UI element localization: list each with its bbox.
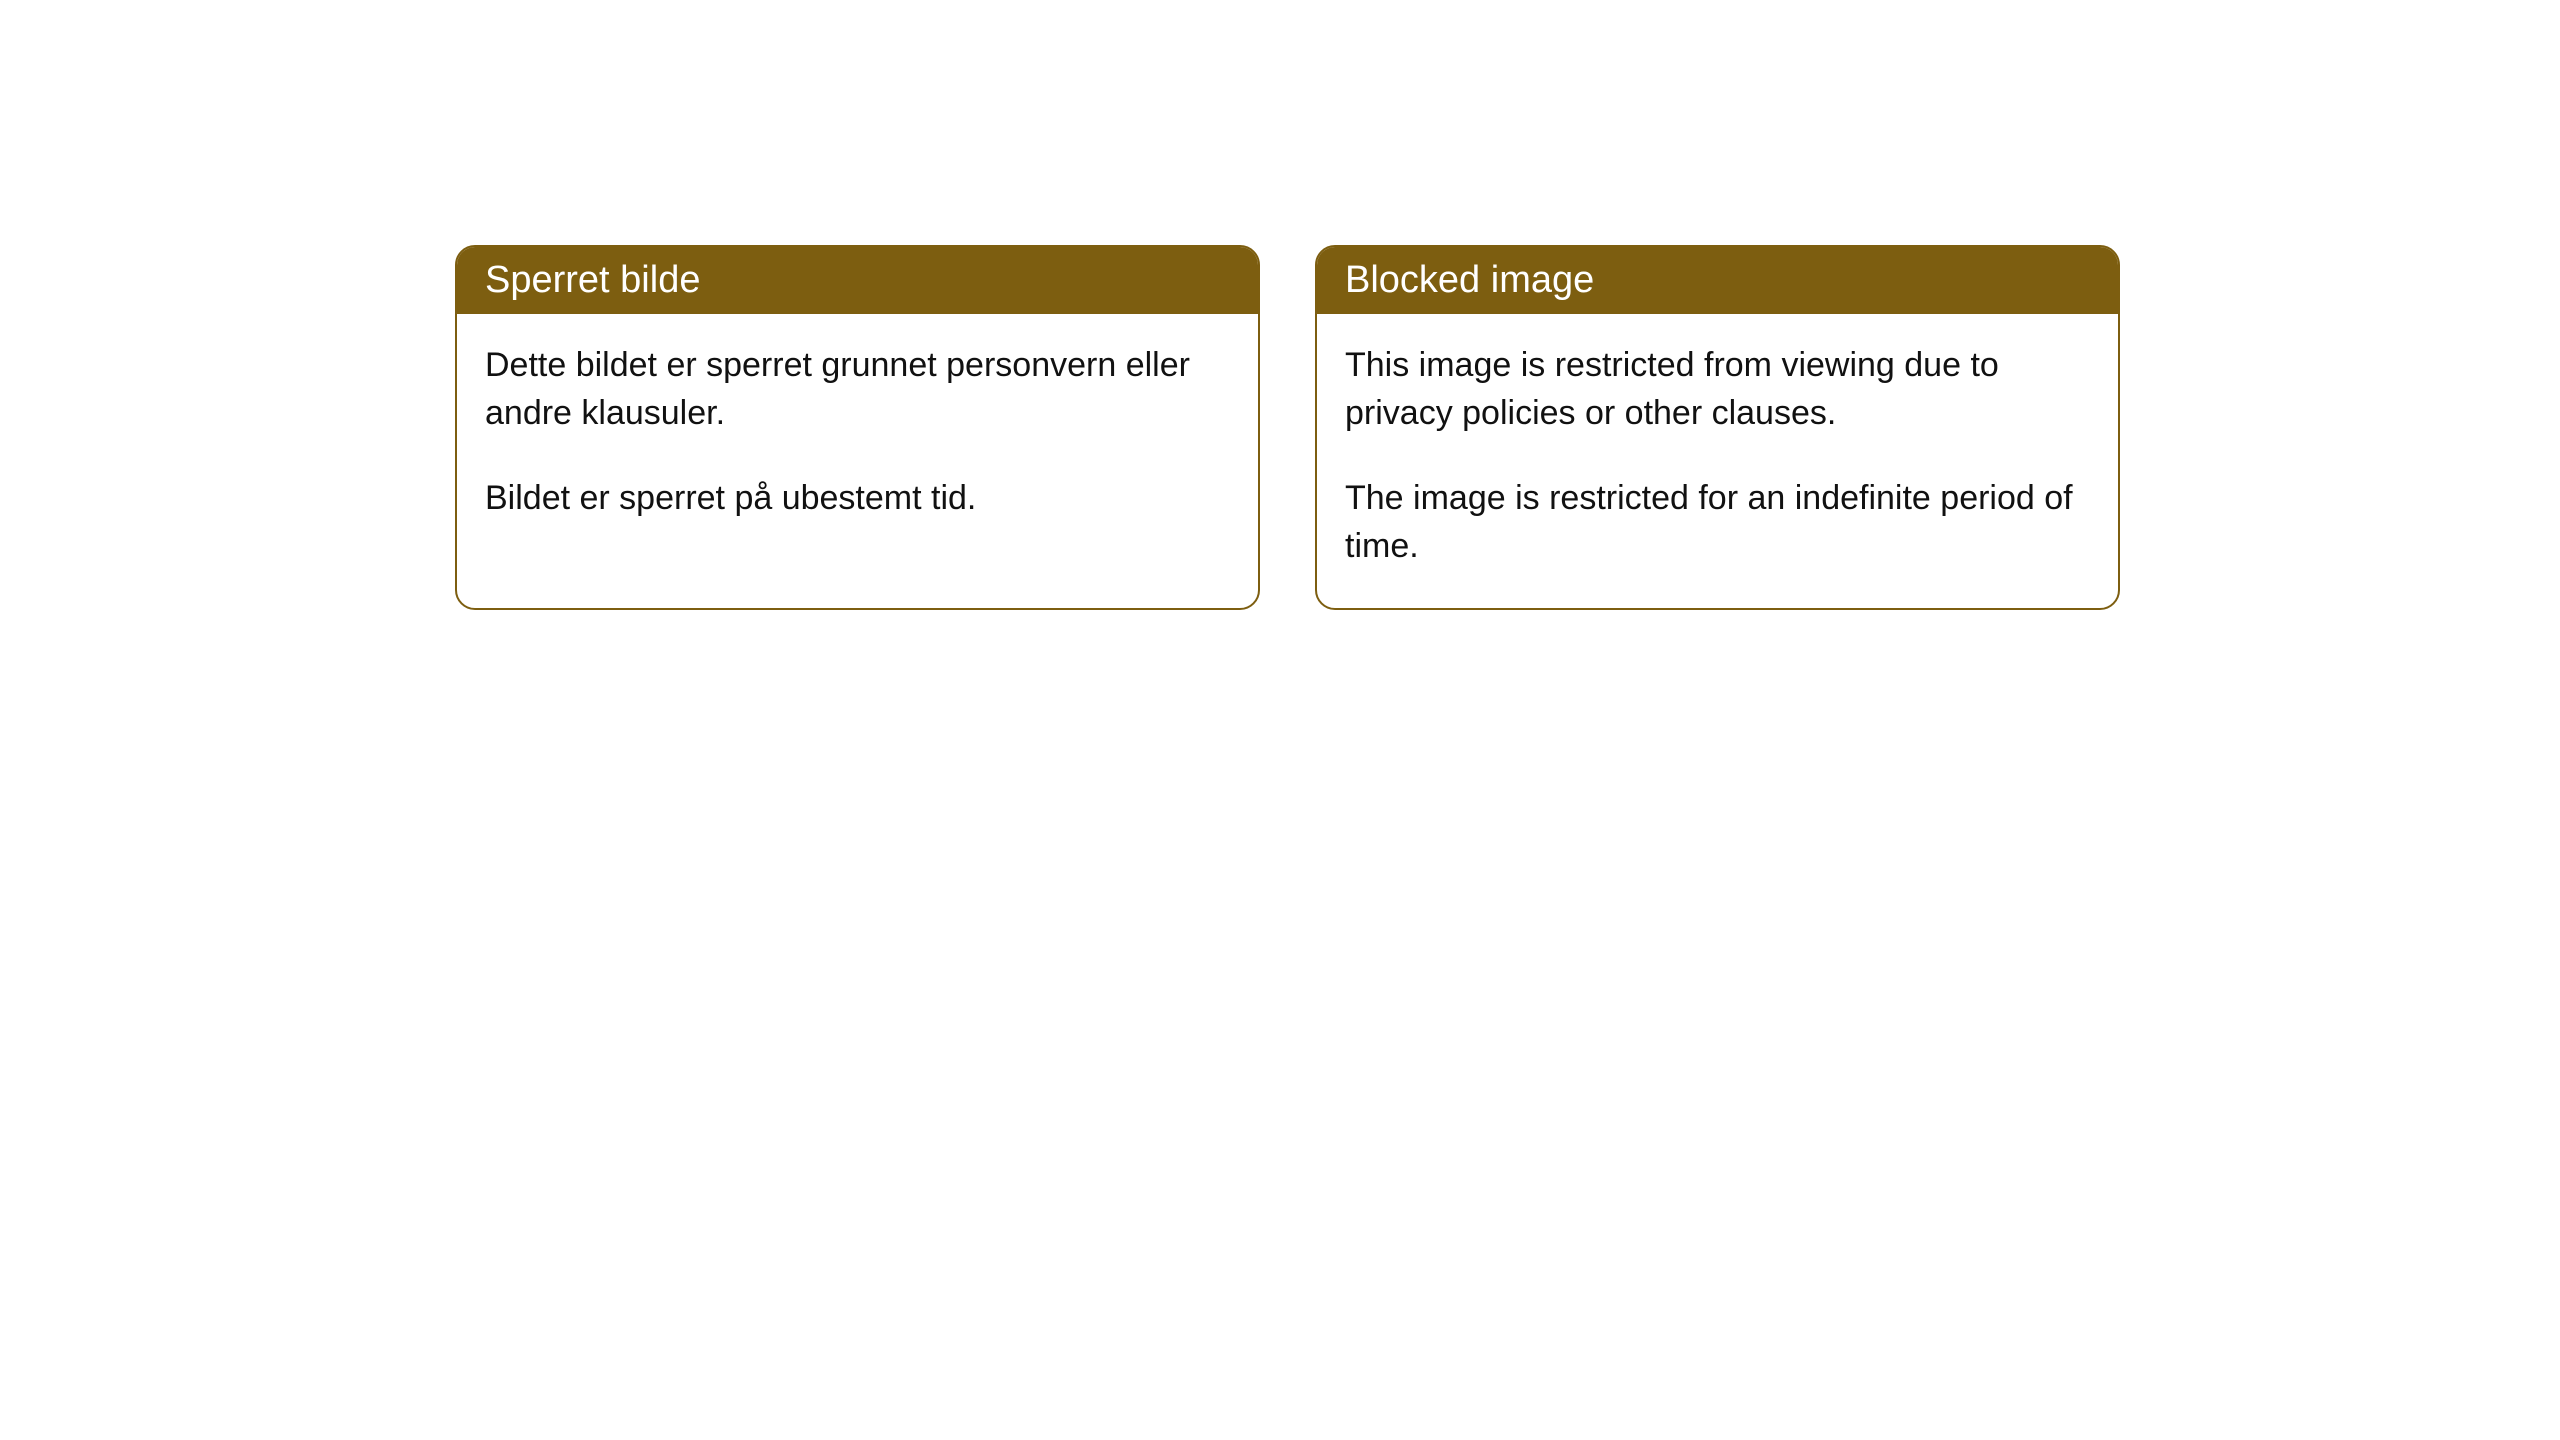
card-paragraph-2: Bildet er sperret på ubestemt tid. xyxy=(485,475,1230,523)
blocked-image-card-norwegian: Sperret bilde Dette bildet er sperret gr… xyxy=(455,245,1260,610)
blocked-image-card-english: Blocked image This image is restricted f… xyxy=(1315,245,2120,610)
card-body-english: This image is restricted from viewing du… xyxy=(1317,314,2118,608)
card-title: Blocked image xyxy=(1345,259,1594,301)
card-paragraph-1: This image is restricted from viewing du… xyxy=(1345,342,2090,437)
card-body-norwegian: Dette bildet er sperret grunnet personve… xyxy=(457,314,1258,561)
card-paragraph-2: The image is restricted for an indefinit… xyxy=(1345,475,2090,570)
card-header-norwegian: Sperret bilde xyxy=(457,247,1258,314)
notice-cards-container: Sperret bilde Dette bildet er sperret gr… xyxy=(455,245,2560,610)
card-title: Sperret bilde xyxy=(485,259,700,301)
card-paragraph-1: Dette bildet er sperret grunnet personve… xyxy=(485,342,1230,437)
card-header-english: Blocked image xyxy=(1317,247,2118,314)
